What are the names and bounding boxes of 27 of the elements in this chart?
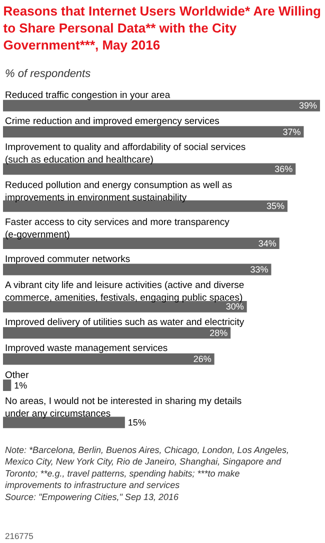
chart-subtitle: % of respondents (5, 68, 92, 80)
y-tick-label: Improvement to quality and affordability of social services (such as education and healthcare) (5, 142, 246, 166)
source-note: Source: "Empowering Cities," Sep 13, 2016 (5, 492, 178, 502)
y-tick-label: Crime reduction and improved emergency services (5, 116, 220, 127)
data-label: 15% (128, 417, 146, 428)
data-label: 39% (298, 100, 317, 111)
data-label: 37% (282, 126, 301, 137)
y-tick-label: No areas, I would not be interested in sharing my details under any circumstances (5, 396, 242, 420)
data-label: 30% (226, 302, 244, 312)
y-tick-label: Improved commuter networks (5, 254, 130, 265)
y-tick-label: Improved delivery of utilities such as water and electricity (5, 317, 244, 328)
data-label: 33% (250, 264, 268, 275)
y-tick-label: Other (5, 370, 29, 381)
y-tick-label: Reduced pollution and energy consumption as well as improvements in environment sustainability (5, 180, 232, 204)
text: 216775 (5, 531, 34, 541)
y-tick-label: Improved waste management services (5, 343, 168, 354)
text: Note: *Barcelona, Berlin, Buenos Aires, Chicago, London, Los Angeles, Mexico City, New York City, Rio de Janeiro, Shanghai, Singapore and Toronto; **e.g., travel patterns, spending habits; ***to make improvements to infrastructure and services (5, 445, 290, 490)
data-label: 1% (14, 380, 28, 390)
data-label: 36% (274, 164, 293, 174)
data-label: 34% (258, 238, 276, 248)
data-label: 35% (266, 201, 284, 212)
chart-title: Reasons that Internet Users Worldwide* Are Willing to Share Personal Data** with the City Government***, May 2016 (3, 4, 322, 52)
y-tick-label: Reduced traffic congestion in your area (5, 90, 171, 101)
y-tick-label: Faster access to city services and more transparency (e-government) (5, 217, 230, 240)
data-label: 26% (193, 354, 212, 364)
y-tick-label: A vibrant city life and leisure activities (active and diverse commerce, amenities, festivals, engaging public spaces) (5, 280, 244, 304)
data-label: 28% (210, 328, 228, 338)
